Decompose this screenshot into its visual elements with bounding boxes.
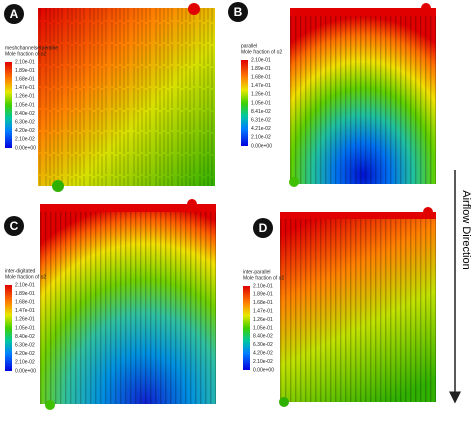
- colorbar-tick-label: 6.30e-02: [15, 120, 35, 126]
- colorbar-tick-label: 0.00e+00: [253, 367, 274, 373]
- legend-title: Mole fraction of o2: [5, 51, 46, 57]
- plate-d: [279, 207, 436, 407]
- airflow-label: Airflow Direction: [460, 190, 472, 269]
- colorbar-tick-label: 6.30e-02: [253, 342, 273, 348]
- colorbar-tick-label: 1.89e-01: [15, 291, 35, 297]
- legend-title: inter-parallel: [243, 269, 271, 275]
- colorbar-tick-label: 2.10e-01: [253, 283, 273, 289]
- colorbar-tick-label: 1.26e-01: [15, 317, 35, 323]
- panel-letter: C: [10, 219, 19, 233]
- colorbar-tick-label: 6.31e-02: [251, 118, 271, 124]
- colorbar-tick-label: 2.10e-02: [251, 135, 271, 141]
- colorbar-tick-label: 2.10e-02: [253, 359, 273, 365]
- colorbar-tick-label: 1.89e-01: [15, 68, 35, 74]
- legend-title: parallel: [241, 43, 257, 49]
- colorbar-tick-label: 1.68e-01: [15, 300, 35, 306]
- panel-letter: B: [234, 5, 243, 19]
- colorbar-tick-label: 4.21e-02: [251, 126, 271, 132]
- panel-badge: [4, 216, 24, 236]
- colorbar: [243, 286, 250, 370]
- colorbar-tick-label: 1.68e-01: [251, 75, 271, 81]
- colorbar: [241, 60, 248, 146]
- plate-c: [40, 199, 216, 410]
- panel-badge: [253, 218, 273, 238]
- colorbar-tick-label: 1.47e-01: [251, 83, 271, 89]
- colorbar-tick-label: 1.47e-01: [253, 309, 273, 315]
- colorbar-tick-label: 1.89e-01: [251, 66, 271, 72]
- colorbar-tick-label: 0.00e+00: [15, 368, 36, 374]
- legend-title: inter-digitated: [5, 268, 36, 274]
- colorbar-tick-label: 0.00e+00: [15, 145, 36, 151]
- colorbar-tick-label: 1.47e-01: [15, 308, 35, 314]
- colorbar: [5, 285, 12, 371]
- plate-a: [38, 3, 215, 192]
- colorbar-tick-label: 1.26e-01: [15, 94, 35, 100]
- panel-letter: D: [259, 221, 268, 235]
- panel-letter: A: [10, 7, 19, 21]
- colorbar-tick-label: 4.20e-02: [15, 128, 35, 134]
- colorbar-tick-label: 2.10e-02: [15, 137, 35, 143]
- legend-title: Mole fraction of o2: [5, 274, 46, 280]
- colorbar-tick-label: 2.10e-01: [15, 59, 35, 65]
- colorbar-tick-label: 8.41e-02: [251, 109, 271, 115]
- colorbar-tick-label: 1.05e-01: [15, 102, 35, 108]
- panel-badge: [228, 2, 248, 22]
- legend-title: Mole fraction of o2: [241, 49, 282, 55]
- legend-title: meshchannelserpentine: [5, 45, 58, 51]
- colorbar-tick-label: 1.26e-01: [253, 317, 273, 323]
- colorbar-tick-label: 1.26e-01: [251, 92, 271, 98]
- colorbar-tick-label: 8.40e-02: [15, 334, 35, 340]
- colorbar-tick-label: 1.05e-01: [251, 100, 271, 106]
- colorbar-tick-label: 1.68e-01: [253, 300, 273, 306]
- colorbar-tick-label: 1.68e-01: [15, 77, 35, 83]
- colorbar-tick-label: 8.40e-02: [253, 334, 273, 340]
- colorbar-tick-label: 1.05e-01: [253, 325, 273, 331]
- colorbar-tick-label: 1.05e-01: [15, 325, 35, 331]
- panel-badge: [4, 4, 24, 24]
- colorbar-tick-label: 8.40e-02: [15, 111, 35, 117]
- colorbar-tick-label: 6.30e-02: [15, 343, 35, 349]
- colorbar-tick-label: 2.10e-02: [15, 360, 35, 366]
- colorbar-tick-label: 1.89e-01: [253, 292, 273, 298]
- colorbar: [5, 62, 12, 148]
- colorbar-tick-label: 2.10e-01: [251, 57, 271, 63]
- colorbar-tick-label: 4.20e-02: [253, 351, 273, 357]
- plate-b: [289, 3, 436, 187]
- colorbar-tick-label: 1.47e-01: [15, 85, 35, 91]
- colorbar-tick-label: 4.20e-02: [15, 351, 35, 357]
- colorbar-tick-label: 2.10e-01: [15, 282, 35, 288]
- colorbar-tick-label: 0.00e+00: [251, 143, 272, 149]
- legend-title: Mole fraction of o2: [243, 275, 284, 281]
